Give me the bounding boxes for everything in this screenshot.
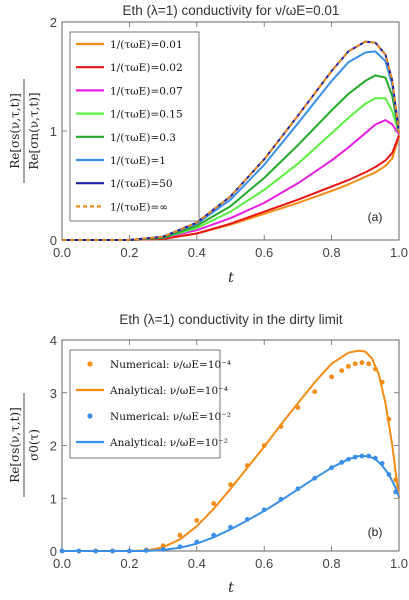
- data-point: [329, 374, 334, 380]
- chart-title: Eth (λ=1) conductivity in the dirty limi…: [119, 312, 342, 327]
- y-tick-label: 0: [50, 233, 57, 248]
- x-axis-label: t: [228, 580, 234, 596]
- series-line: [62, 40, 400, 241]
- legend-label: 1/(τωE)=0.02: [110, 62, 183, 74]
- data-point: [177, 532, 183, 538]
- x-axis-label: t: [228, 270, 234, 286]
- x-tick-label: 1.0: [390, 245, 408, 260]
- series-line: [62, 455, 400, 552]
- series-group: [62, 40, 400, 241]
- x-tick-label: 0.4: [188, 245, 206, 260]
- legend-label: 1/(τωE)=0.01: [110, 39, 183, 51]
- legend-label: 1/(τωE)=1: [110, 155, 166, 167]
- series-group: [59, 349, 400, 554]
- x-tick-label: 1.0: [390, 556, 408, 571]
- legend-marker: [87, 361, 93, 367]
- y-axis-label: Re[σs(ν,τ,t)] Re[σn(ν,τ,t)]: [8, 79, 41, 183]
- legend-label: 1/(τωE)=0.15: [110, 109, 183, 121]
- legend-label: Numerical: ν/ωE=10⁻⁴: [110, 359, 231, 371]
- legend-label: Analytical: ν/ωE=10⁻⁴: [109, 385, 228, 397]
- x-tick-label: 0.2: [120, 245, 138, 260]
- y-tick-label: 3: [50, 386, 57, 401]
- chart-title: Eth (λ=1) conductivity for ν/ωE=0.01: [123, 3, 340, 18]
- legend-box: [69, 31, 200, 222]
- y-tick-label: 1: [50, 491, 57, 506]
- legend-label: 1/(τωE)=0.07: [110, 85, 183, 97]
- tick-group: 0.0 0.2 0.4 0.6 0.8 1.0 0 1 2 3 4: [50, 333, 408, 571]
- data-point: [339, 368, 345, 373]
- legend-marker: [87, 413, 93, 419]
- data-point: [366, 361, 372, 367]
- y-tick-label: 4: [50, 333, 57, 348]
- x-tick-label: 0.0: [53, 556, 71, 571]
- tick-group: 0.0 0.2 0.4 0.6 0.8 1.0 0 1 2: [50, 15, 408, 260]
- x-tick-label: 0.4: [188, 556, 206, 571]
- data-point: [312, 389, 318, 395]
- legend-label: 1/(τωE)=∞: [110, 201, 168, 213]
- y-tick-label: 1: [50, 124, 57, 139]
- panel-label: (a): [368, 210, 383, 224]
- chart-panel-b: Eth (λ=1) conductivity in the dirty limi…: [8, 312, 408, 596]
- y-axis-label: Re[σs(ν,τ,t)] σ0(τ): [8, 393, 41, 497]
- y-tick-label: 0: [50, 544, 57, 559]
- legend-box: [69, 349, 221, 459]
- y-axis-label-numerator: Re[σs(ν,τ,t)]: [8, 407, 22, 483]
- x-tick-label: 0.8: [323, 245, 341, 260]
- legend: 1/(τωE)=0.01 1/(τωE)=0.02 1/(τωE)=0.07 1/(τ…: [69, 31, 200, 222]
- x-tick-label: 0.6: [255, 245, 273, 260]
- legend-label: Numerical: ν/ωE=10⁻²: [110, 411, 231, 423]
- data-point: [359, 360, 365, 366]
- data-point: [194, 518, 200, 523]
- x-tick-label: 0.6: [255, 556, 273, 571]
- x-tick-label: 0.2: [120, 556, 138, 571]
- data-point: [346, 363, 351, 369]
- legend-label: 1/(τωE)=50: [110, 178, 173, 190]
- y-tick-label: 2: [50, 439, 57, 454]
- y-axis-label-denominator: σ0(τ): [27, 429, 41, 461]
- panel-label: (b): [368, 525, 383, 539]
- legend: Numerical: ν/ωE=10⁻⁴ Analytical: ν/ωE=10⁻…: [69, 349, 231, 459]
- series-line: [62, 135, 400, 241]
- y-axis-label-denominator: Re[σn(ν,τ,t)]: [27, 92, 41, 169]
- data-point: [211, 501, 217, 506]
- chart-panel-a: Eth (λ=1) conductivity for ν/ωE=0.01 0.0…: [8, 3, 408, 286]
- series-line: [62, 349, 400, 552]
- x-tick-label: 0.0: [53, 245, 71, 260]
- y-axis-label-numerator: Re[σs(ν,τ,t)]: [8, 93, 22, 169]
- y-tick-label: 2: [50, 15, 57, 30]
- series-line: [62, 74, 400, 241]
- legend-label: Analytical: ν/ωE=10⁻²: [109, 437, 228, 449]
- legend-label: 1/(τωE)=0.3: [110, 132, 176, 144]
- x-tick-label: 0.8: [323, 556, 341, 571]
- data-point: [352, 361, 358, 367]
